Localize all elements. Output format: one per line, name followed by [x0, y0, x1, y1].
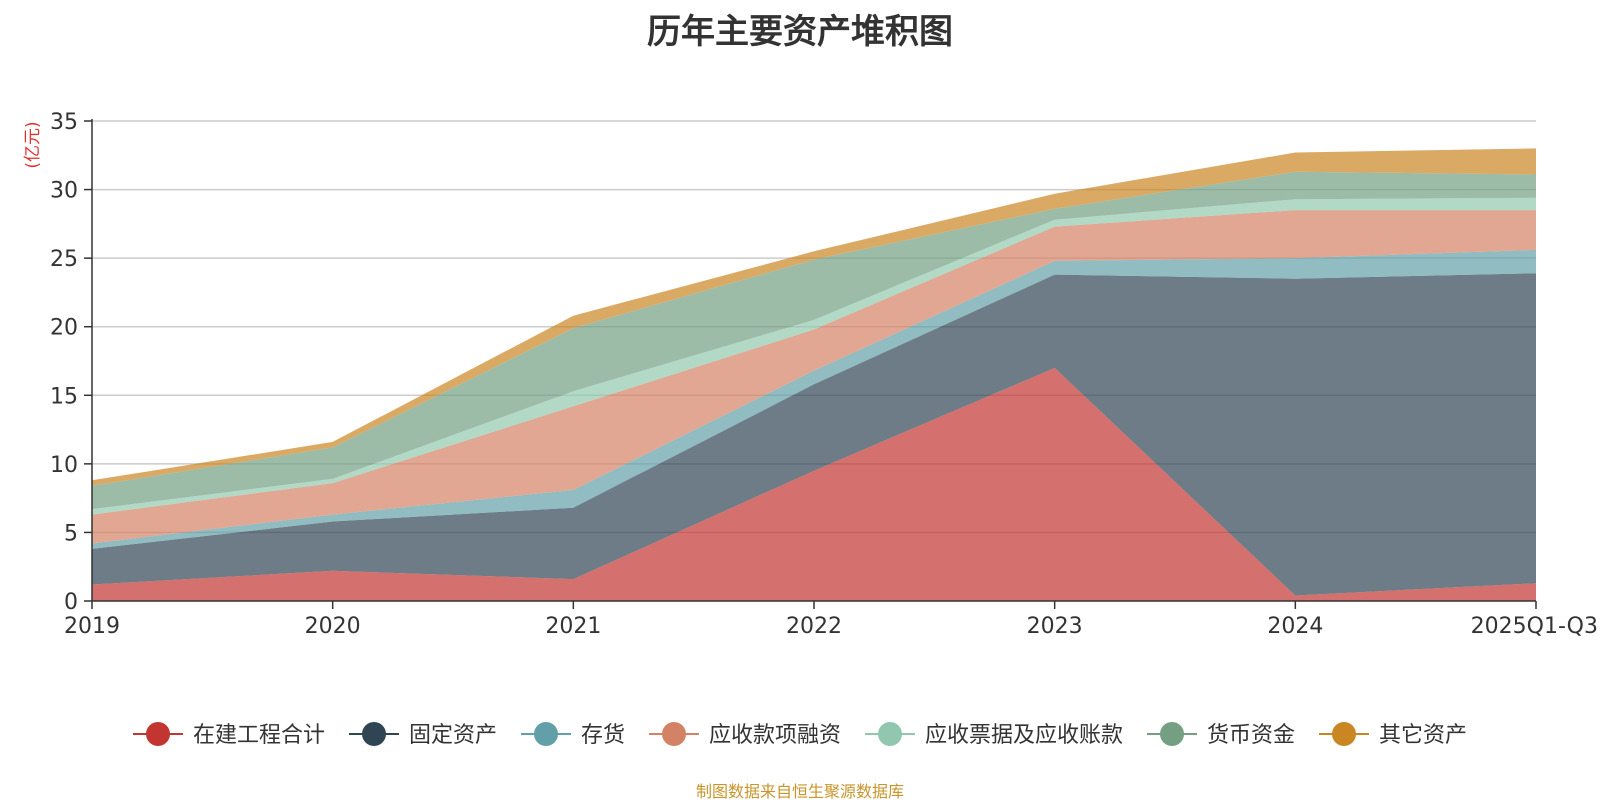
x-tick-label: 2021	[545, 614, 601, 639]
x-tick-label: 2020	[305, 614, 361, 639]
legend-item-1[interactable]: 固定资产	[349, 722, 497, 748]
area-series-1[interactable]	[92, 273, 1536, 596]
source-note: 制图数据来自恒生聚源数据库	[695, 782, 904, 801]
x-tick-label: 2025Q1-Q3	[1471, 614, 1598, 639]
y-tick-label: 15	[50, 384, 78, 409]
y-tick-label: 20	[50, 316, 78, 341]
legend-marker-icon	[1332, 722, 1356, 746]
area-series-5[interactable]	[92, 171, 1536, 510]
area-series-3[interactable]	[92, 210, 1536, 544]
legend-marker-icon	[878, 722, 902, 746]
legend-layer: 在建工程合计 固定资产 存货 应收款项融资 应收票据及应收账款 货币资金 其它资产	[133, 722, 1467, 748]
y-tick-label: 25	[50, 247, 78, 272]
legend-label: 其它资产	[1379, 723, 1467, 748]
y-tick-label: 10	[50, 453, 78, 478]
area-series-4[interactable]	[92, 197, 1536, 515]
y-axis-unit-label: (亿元)	[23, 121, 43, 168]
legend-item-3[interactable]: 应收款项融资	[649, 722, 841, 748]
x-tick-label: 2019	[64, 614, 120, 639]
legend-label: 货币资金	[1207, 723, 1295, 748]
legend-item-0[interactable]: 在建工程合计	[133, 722, 325, 748]
legend-label: 应收款项融资	[709, 723, 841, 748]
area-layer	[92, 148, 1536, 601]
legend-label: 在建工程合计	[193, 723, 325, 748]
legend-label: 应收票据及应收账款	[925, 723, 1123, 748]
legend-marker-icon	[534, 722, 558, 746]
legend-item-6[interactable]: 其它资产	[1319, 722, 1467, 748]
legend-marker-icon	[1160, 722, 1184, 746]
x-tick-label: 2022	[786, 614, 842, 639]
legend-item-5[interactable]: 货币资金	[1147, 722, 1295, 748]
legend-label: 存货	[581, 723, 625, 748]
y-tick-label: 30	[50, 179, 78, 204]
y-tick-label: 0	[64, 590, 78, 615]
area-series-0[interactable]	[92, 367, 1536, 601]
legend-marker-icon	[662, 722, 686, 746]
axis-layer: 0 5 10 15 20 25 30 35 2019 2020 2021 2022 2023 2024 20…	[50, 110, 1598, 639]
y-tick-label: 35	[50, 110, 78, 135]
legend-marker-icon	[146, 722, 170, 746]
x-tick-label: 2024	[1267, 614, 1323, 639]
legend-marker-icon	[362, 722, 386, 746]
chart-title: 历年主要资产堆积图	[647, 12, 953, 52]
legend-item-4[interactable]: 应收票据及应收账款	[865, 722, 1123, 748]
legend-item-2[interactable]: 存货	[521, 722, 625, 748]
legend-label: 固定资产	[409, 723, 497, 748]
x-tick-label: 2023	[1027, 614, 1083, 639]
y-tick-label: 5	[64, 521, 78, 546]
